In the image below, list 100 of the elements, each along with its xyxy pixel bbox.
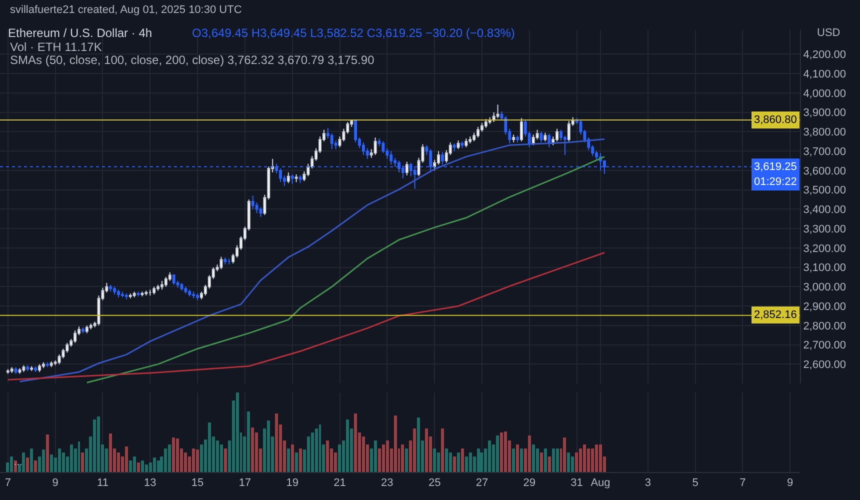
- ref-line-label: 3,860.80: [754, 114, 797, 126]
- bar: [575, 452, 578, 472]
- bar: [441, 428, 444, 472]
- candlestick: [14, 366, 18, 374]
- x-tick-label: 21: [334, 477, 346, 490]
- bar: [401, 444, 404, 472]
- bar: [449, 452, 452, 472]
- candlestick: [532, 134, 535, 146]
- bar: [46, 434, 49, 472]
- y-tick-label: 3,100.00: [803, 262, 846, 274]
- candlestick: [156, 284, 160, 292]
- bar: [417, 417, 420, 472]
- candlestick: [124, 293, 128, 300]
- bar: [14, 460, 17, 472]
- bar: [437, 452, 440, 472]
- candlestick: [6, 368, 10, 374]
- bar: [10, 456, 13, 472]
- bar: [567, 452, 570, 472]
- bar: [184, 452, 187, 472]
- bar: [465, 456, 468, 472]
- bar: [58, 448, 61, 472]
- x-tick-label: 23: [381, 477, 394, 490]
- candlestick: [85, 324, 88, 334]
- bar: [216, 440, 219, 472]
- bar: [291, 444, 294, 472]
- y-tick-label: 4,100.00: [803, 68, 846, 80]
- candlestick: [224, 257, 227, 265]
- candlestick: [286, 172, 290, 184]
- candlestick: [452, 142, 456, 152]
- candlestick: [290, 174, 294, 185]
- ref-line-label: 2,852.16: [754, 309, 797, 321]
- candlestick: [140, 291, 144, 297]
- candlestick: [152, 286, 156, 295]
- bar: [129, 460, 132, 472]
- bar: [22, 452, 25, 472]
- candlestick: [22, 364, 26, 372]
- y-tick-label: 2,800.00: [803, 320, 846, 332]
- bar: [374, 440, 377, 472]
- x-tick-label: 19: [286, 477, 298, 490]
- bar: [599, 444, 602, 472]
- bar: [42, 449, 45, 472]
- chart-subtitle: svillafuerte21 created, Aug 01, 2025 10:30 UTC: [10, 4, 242, 16]
- candlestick: [544, 132, 547, 142]
- bar: [453, 456, 456, 472]
- bar: [224, 448, 227, 472]
- bar: [425, 428, 428, 472]
- candlestick: [50, 360, 53, 368]
- x-tick-label: 5: [692, 477, 698, 490]
- candlestick: [405, 161, 408, 176]
- bar: [157, 460, 160, 472]
- bar: [480, 452, 483, 472]
- bar: [192, 448, 195, 472]
- x-tick-label: 9: [52, 477, 58, 490]
- bar: [433, 448, 436, 472]
- bar: [78, 441, 80, 472]
- bar: [70, 444, 73, 472]
- bar: [386, 440, 389, 472]
- candlestick: [294, 174, 298, 183]
- x-tick-label: 15: [191, 477, 204, 490]
- line-series: [86, 156, 606, 384]
- line-series: [19, 138, 606, 382]
- bar: [141, 460, 144, 472]
- y-tick-label: 3,600.00: [803, 165, 846, 178]
- y-tick-label: 3,200.00: [803, 242, 846, 255]
- candlestick: [89, 323, 92, 330]
- candlestick: [540, 131, 543, 143]
- candlestick: [476, 126, 480, 138]
- bar: [579, 448, 582, 472]
- candlestick: [516, 135, 519, 143]
- candlestick: [512, 134, 516, 143]
- bar: [544, 448, 547, 472]
- bar: [469, 452, 472, 472]
- x-tick-label: 13: [144, 477, 156, 490]
- candlestick: [556, 128, 558, 142]
- candlestick: [172, 274, 176, 286]
- bar: [117, 452, 120, 472]
- bar: [516, 444, 519, 472]
- bar: [319, 424, 321, 472]
- bar: [30, 448, 33, 472]
- bar: [50, 454, 53, 472]
- candlestick: [567, 120, 570, 142]
- annotation: O3,649.45 H3,649.45 L3,582.52 C3,619.25 −30.20 (−0.83%): [192, 26, 515, 40]
- candlestick: [468, 136, 472, 144]
- x-tick-label: Aug: [590, 477, 610, 490]
- bar: [500, 432, 503, 472]
- x-tick-label: 29: [523, 477, 536, 490]
- bar: [496, 435, 499, 472]
- bar: [378, 448, 381, 472]
- y-tick-label: 2,900.00: [803, 300, 846, 313]
- candlestick: [192, 291, 196, 299]
- candlestick: [196, 293, 199, 301]
- y-tick-label: 3,800.00: [803, 126, 846, 139]
- y-tick-label: 3,300.00: [803, 223, 846, 236]
- bar: [405, 448, 408, 472]
- candlestick: [117, 289, 120, 298]
- x-tick-label: 7: [4, 477, 11, 490]
- bar: [540, 452, 543, 472]
- bar: [220, 444, 223, 472]
- candlestick: [10, 366, 14, 374]
- y-tick-label: 2,600.00: [803, 359, 846, 372]
